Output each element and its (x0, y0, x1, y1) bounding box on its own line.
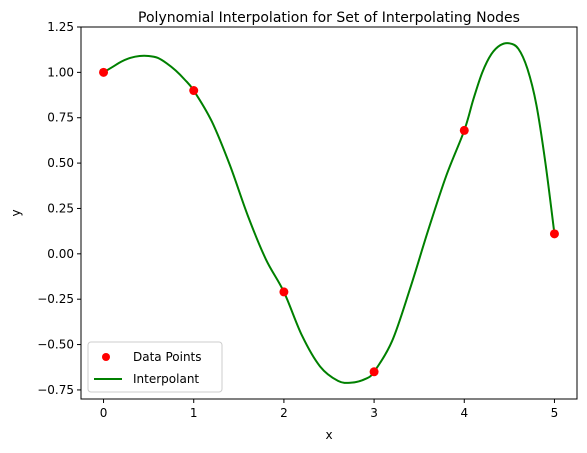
plot-frame (80, 26, 578, 400)
y-tick-label: −0.50 (37, 338, 74, 352)
y-tick-label: −0.75 (37, 383, 74, 397)
x-tick-label: 5 (551, 406, 559, 420)
x-tick-label: 2 (280, 406, 288, 420)
y-tick-label: 1.00 (47, 65, 74, 79)
x-tick-label: 4 (460, 406, 468, 420)
legend-label-data-points: Data Points (133, 350, 202, 364)
interpolant-line (103, 42, 556, 384)
x-axis-label: x (325, 428, 332, 442)
y-tick-label: 0.25 (47, 201, 74, 215)
y-tick-label: 0.00 (47, 247, 74, 261)
data-point (459, 125, 469, 135)
legend: Data Points Interpolant (87, 341, 223, 393)
y-axis-label: y (9, 209, 23, 216)
y-tick-label: −0.25 (37, 292, 74, 306)
chart-title: Polynomial Interpolation for Set of Inte… (138, 10, 520, 26)
legend-label-interpolant: Interpolant (133, 372, 199, 386)
y-tick-label: 0.50 (47, 156, 74, 170)
x-tick-label: 0 (100, 406, 108, 420)
x-tick-label: 3 (370, 406, 378, 420)
plot-content (99, 42, 559, 384)
y-tick-label: 0.75 (47, 111, 74, 125)
data-point (549, 229, 559, 239)
legend-marker-data-points (102, 353, 110, 361)
y-axis: −0.75 −0.50 −0.25 0.00 0.25 0.50 0.75 1.00 1.25 (37, 20, 81, 397)
data-point (189, 86, 199, 96)
data-point (369, 367, 379, 377)
x-axis: 0 1 2 3 4 5 (100, 399, 559, 420)
data-point (99, 67, 109, 77)
data-point (279, 287, 289, 297)
x-tick-label: 1 (190, 406, 198, 420)
y-tick-label: 1.25 (47, 20, 74, 34)
plot-area (81, 27, 577, 399)
